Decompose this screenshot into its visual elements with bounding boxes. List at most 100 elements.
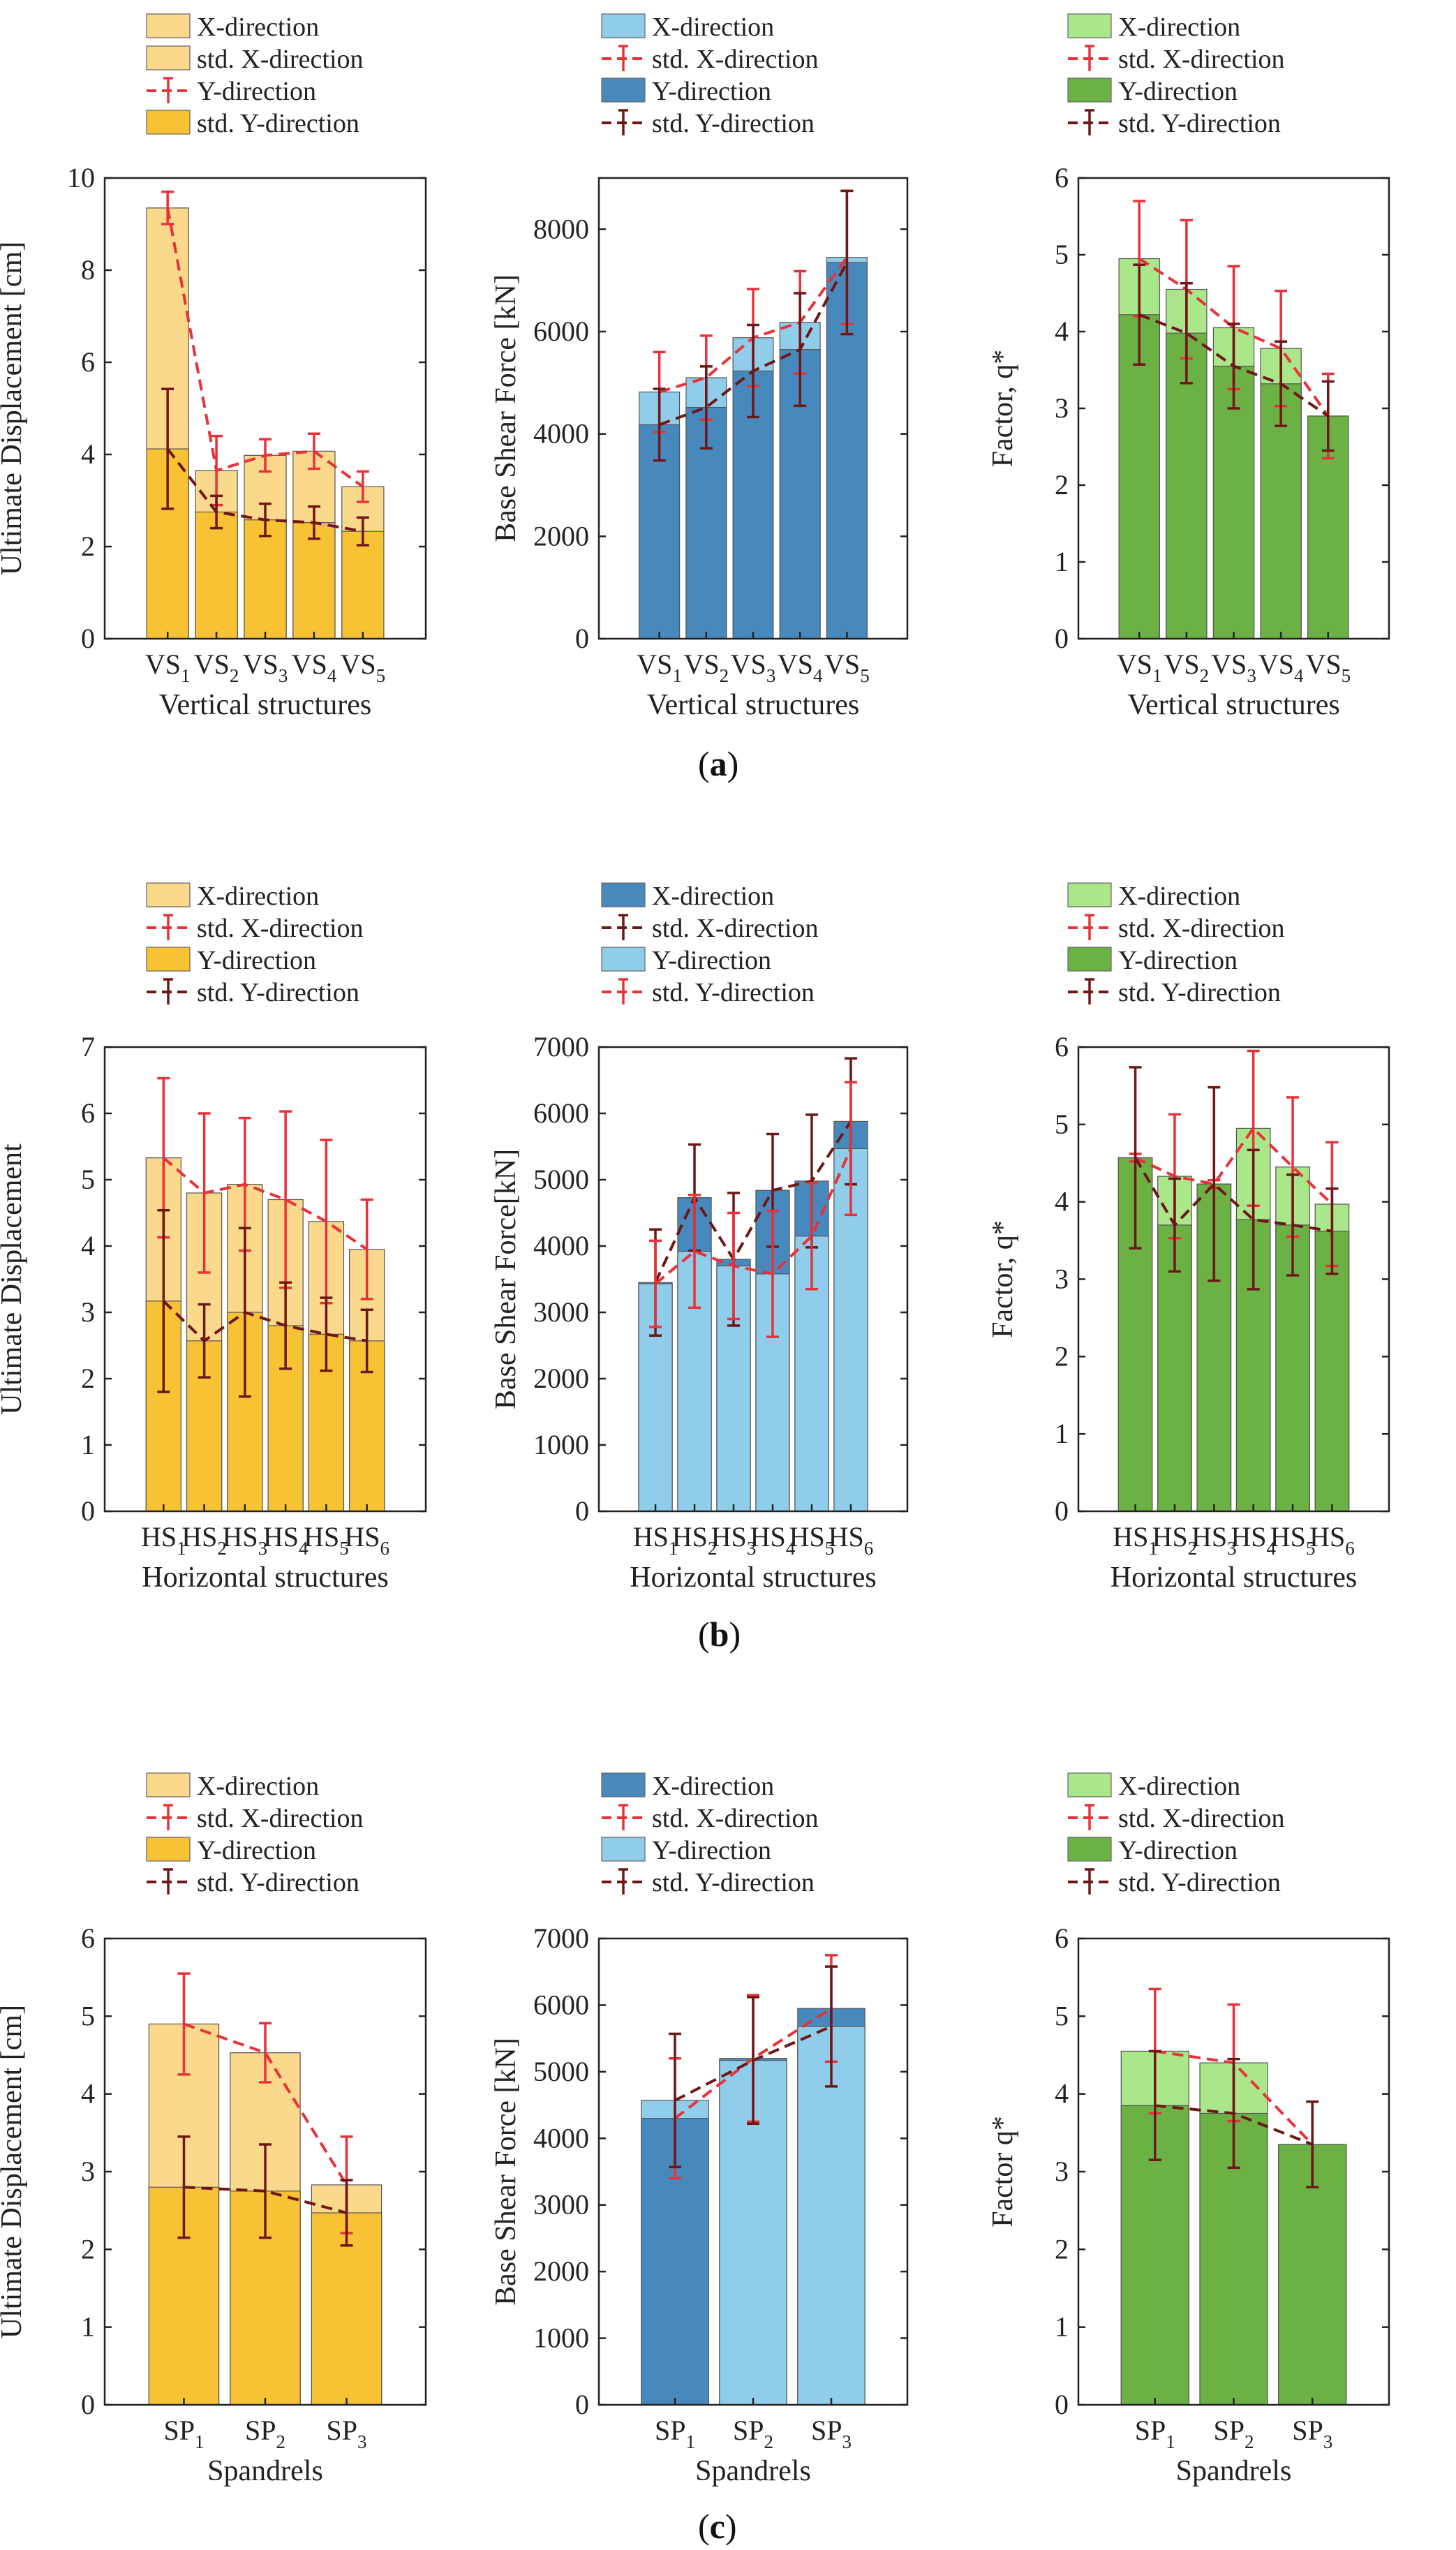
xtick-label-b3-2: HS2 xyxy=(1152,1521,1198,1559)
ytick-label-c1-5: 5 xyxy=(81,2000,95,2031)
xlabel-a3: Vertical structures xyxy=(1127,689,1339,721)
line-b2-y xyxy=(654,1148,852,1285)
legend-label-c3-1: std. X-direction xyxy=(1118,1804,1285,1833)
bar-b3-y-6 xyxy=(1314,1231,1350,1512)
legend-swatch-a1-1 xyxy=(146,45,191,71)
ytick-label-c3-5: 5 xyxy=(1055,2000,1069,2031)
line-c2-x xyxy=(674,2007,833,2120)
legend-label-c2-2: Y-direction xyxy=(652,1836,771,1865)
xtick-label-b3-5: HS5 xyxy=(1270,1521,1316,1559)
ytick-label-b2-0: 0 xyxy=(575,1495,589,1527)
line-b2-x xyxy=(654,1120,852,1284)
legend-label-a2-1: std. X-direction xyxy=(652,45,819,74)
chart-a2: 0 2000 4000 6000 8000 VS1 VS2 VS3 VS4 VS5Vertical… xyxy=(490,13,909,721)
legend-label-a3-2: Y-direction xyxy=(1118,77,1238,106)
xtick-label-a2-1: VS1 xyxy=(637,648,682,686)
legend-swatch-b3-0 xyxy=(1067,882,1112,907)
legend-label-c1-0: X-direction xyxy=(197,1772,319,1801)
ytick-label-b1-1: 1 xyxy=(81,1429,95,1460)
xtick-label-a1-4: VS4 xyxy=(292,648,337,686)
xtick-label-c1-2: SP2 xyxy=(245,2415,285,2452)
ytick-label-b2-7: 7000 xyxy=(533,1031,589,1062)
line-a3-x xyxy=(1138,257,1330,417)
xtick-label-c3-1: SP1 xyxy=(1135,2415,1175,2452)
ytick-label-c3-3: 3 xyxy=(1055,2156,1069,2187)
ytick-label-b1-4: 4 xyxy=(81,1230,95,1261)
ytick-label-a1-0: 0 xyxy=(81,623,95,654)
bar-a1-y-3 xyxy=(244,519,287,639)
legend-label-a1-0: X-direction xyxy=(197,13,319,42)
legend-label-b1-3: std. Y-direction xyxy=(197,978,359,1007)
ytick-label-b3-4: 4 xyxy=(1055,1186,1069,1217)
bar-c2-y-3 xyxy=(797,2026,866,2406)
ytick-label-c1-0: 0 xyxy=(81,2389,95,2420)
xtick-label-a3-2: VS2 xyxy=(1164,648,1210,686)
xtick-label-b1-5: HS5 xyxy=(304,1521,349,1559)
legend-swatch-a2-0 xyxy=(601,13,646,38)
ytick-label-a2-4: 8000 xyxy=(533,213,589,244)
legend-label-c3-2: Y-direction xyxy=(1118,1836,1238,1865)
ylabel-c2: Base Shear Force [kN] xyxy=(490,2038,522,2306)
ytick-label-b2-4: 4000 xyxy=(533,1230,589,1261)
bar-a1-y-5 xyxy=(341,531,385,639)
ylabel-a3: Factor, q* xyxy=(987,350,1019,468)
ylabel-c3: Factor q* xyxy=(987,2116,1019,2227)
legend-label-b2-2: Y-direction xyxy=(652,946,771,975)
ytick-label-b1-5: 5 xyxy=(81,1164,95,1195)
legend-label-c2-3: std. Y-direction xyxy=(652,1868,815,1897)
xtick-label-a1-1: VS1 xyxy=(145,648,191,686)
legend-label-c3-3: std. Y-direction xyxy=(1118,1868,1281,1897)
legend-label-b3-1: std. X-direction xyxy=(1118,914,1285,943)
legend-swatch-c2-2 xyxy=(601,1837,646,1862)
xtick-label-a2-3: VS3 xyxy=(731,648,776,686)
ytick-label-c1-3: 3 xyxy=(81,2156,95,2187)
ytick-label-b1-2: 2 xyxy=(81,1363,95,1394)
panel-label-c: (c) xyxy=(698,2507,737,2546)
bar-a3-y-1 xyxy=(1118,314,1160,639)
legend-swatch-a1-3 xyxy=(146,110,191,135)
xtick-label-b2-5: HS5 xyxy=(789,1521,835,1559)
legend-label-a3-0: X-direction xyxy=(1118,13,1240,42)
ytick-label-c2-4: 4000 xyxy=(533,2122,589,2154)
xtick-label-b3-4: HS4 xyxy=(1231,1521,1276,1559)
ytick-label-c1-4: 4 xyxy=(81,2078,95,2110)
ytick-label-c3-1: 1 xyxy=(1055,2311,1069,2343)
ytick-label-a2-0: 0 xyxy=(575,623,589,654)
ytick-label-c1-2: 2 xyxy=(81,2233,95,2264)
ylabel-b2: Base Shear Force[kN] xyxy=(490,1149,522,1409)
bar-b3-y-2 xyxy=(1157,1224,1192,1512)
xtick-label-b2-3: HS3 xyxy=(711,1521,757,1559)
legend-label-b1-0: X-direction xyxy=(197,882,319,911)
xtick-label-c3-2: SP2 xyxy=(1214,2415,1254,2452)
ylabel-c1: Ultimate Displacement [cm] xyxy=(0,2005,28,2338)
bar-a1-y-4 xyxy=(292,522,336,639)
chart-c2: 0 1000 2000 3000 4000 5000 6000 7000 SP1 SP2 SP3Sp… xyxy=(490,1772,909,2487)
ytick-label-b3-6: 6 xyxy=(1055,1031,1069,1062)
ytick-label-c1-1: 1 xyxy=(81,2311,95,2343)
ytick-label-a1-5: 10 xyxy=(67,162,95,193)
ylabel-a1: Ultimate Displacement [cm] xyxy=(0,242,28,575)
xlabel-c1: Spandrels xyxy=(207,2455,323,2487)
xtick-label-a3-5: VS5 xyxy=(1305,648,1351,686)
xtick-label-a2-2: VS2 xyxy=(683,648,729,686)
xtick-label-a3-4: VS4 xyxy=(1258,648,1304,686)
legend-swatch-a1-0 xyxy=(146,13,191,38)
ytick-label-c1-6: 6 xyxy=(81,1922,95,1954)
xtick-label-a2-4: VS4 xyxy=(778,648,823,686)
ytick-label-b2-2: 2000 xyxy=(533,1363,589,1394)
bar-a3-y-3 xyxy=(1212,365,1255,639)
legend-label-b1-1: std. X-direction xyxy=(197,914,364,943)
ylabel-a2: Base Shear Force [kN] xyxy=(490,274,522,542)
ytick-label-c2-0: 0 xyxy=(575,2389,589,2420)
xtick-label-c2-2: SP2 xyxy=(733,2415,773,2452)
line-b3-x xyxy=(1134,1126,1333,1206)
legend-label-c2-0: X-direction xyxy=(652,1772,774,1801)
legend-swatch-b2-2 xyxy=(601,947,646,972)
ytick-label-b3-2: 2 xyxy=(1055,1340,1069,1372)
ytick-label-b1-6: 6 xyxy=(81,1097,95,1129)
ytick-label-a3-5: 5 xyxy=(1055,239,1069,270)
ytick-label-a3-1: 1 xyxy=(1055,546,1069,577)
xtick-label-a2-5: VS5 xyxy=(824,648,870,686)
